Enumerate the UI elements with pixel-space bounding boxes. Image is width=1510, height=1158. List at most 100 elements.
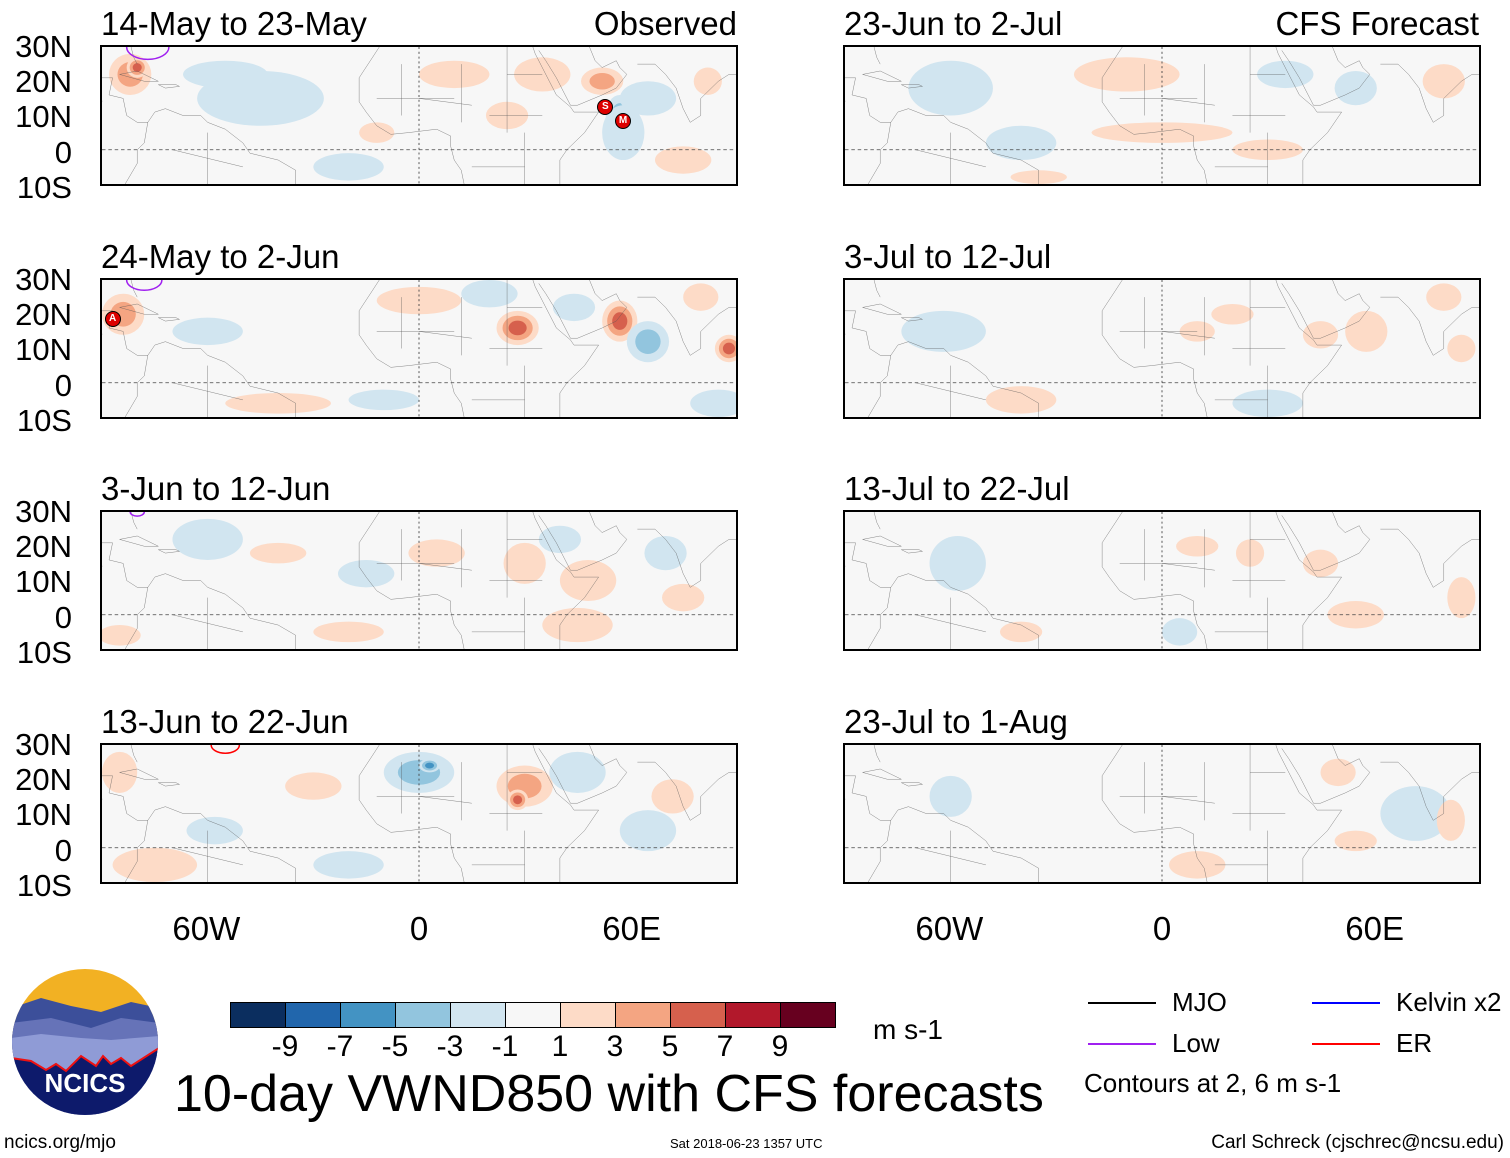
coastline: [845, 543, 1039, 649]
footer-timestamp: Sat 2018-06-23 1357 UTC: [670, 1136, 823, 1151]
coastline: [1380, 297, 1479, 355]
lat-label: 30N: [15, 727, 72, 762]
coastline: [419, 98, 472, 105]
colorbar-swatch: [671, 1003, 726, 1027]
colorbar-tick-label: -1: [491, 1030, 519, 1063]
anomaly-shading: [901, 310, 986, 352]
anomaly-shading: [1380, 786, 1451, 841]
anomaly-shading: [651, 779, 694, 814]
coastline: [120, 304, 159, 314]
storm-marker-icon: A: [104, 310, 121, 327]
coastline: [873, 512, 880, 529]
lat-label: 10N: [15, 99, 72, 135]
colorbar-tick-label: 7: [716, 1030, 734, 1063]
anomaly-shading: [1091, 122, 1233, 143]
coastline: [1380, 64, 1479, 122]
anomaly-shading: [285, 772, 342, 800]
anomaly-shading: [929, 775, 972, 817]
anomaly-shading: [225, 393, 331, 414]
coastline: [637, 297, 736, 355]
legend-label: Kelvin x2: [1396, 987, 1502, 1017]
coastline: [1282, 280, 1370, 338]
lat-label: 30N: [15, 494, 72, 529]
footer-url[interactable]: ncics.org/mjo: [4, 1132, 116, 1153]
colorbar-swatch: [231, 1003, 286, 1027]
colorbar-tick-label: -5: [381, 1030, 409, 1063]
anomaly-shading: [313, 621, 384, 643]
map: [102, 47, 736, 184]
anomaly-shading: [985, 125, 1057, 161]
colorbar-swatch: [451, 1003, 506, 1027]
colorbar: [230, 1002, 836, 1028]
lon-label: 60E: [602, 910, 662, 947]
coastline: [172, 615, 242, 632]
coastline: [901, 550, 922, 553]
coastline: [873, 745, 880, 762]
map-panel: [100, 510, 738, 651]
coastline: [120, 536, 159, 546]
lat-label: 30N: [15, 29, 72, 64]
legend-line: [1312, 1002, 1380, 1004]
coastline: [158, 550, 179, 553]
anomaly-shading: [589, 73, 615, 90]
colorbar-swatch: [341, 1003, 396, 1027]
figure-title: 10-day VWND850 with CFS forecasts: [174, 1065, 1044, 1123]
coastline: [123, 820, 148, 882]
anomaly-shading: [1257, 60, 1314, 89]
coastline: [123, 122, 148, 184]
coastline: [1282, 745, 1370, 803]
coastline: [123, 355, 148, 417]
lat-label: 10N: [15, 564, 72, 600]
anomaly-shading: [908, 60, 993, 116]
anomaly-shading: [538, 525, 582, 554]
coastline: [863, 71, 902, 81]
coastline: [539, 47, 627, 105]
anomaly-shading: [1302, 549, 1339, 578]
lat-label: 0: [54, 832, 72, 868]
anomaly-shading: [197, 70, 324, 126]
lat-label: 0: [54, 134, 72, 170]
anomaly-shading: [619, 810, 677, 852]
anomaly-shading: [172, 518, 243, 560]
anomaly-shading: [359, 122, 395, 143]
anomaly-shading: [1436, 799, 1465, 841]
anomaly-shading: [1447, 334, 1476, 363]
coastline: [120, 769, 159, 779]
coastline: [419, 563, 472, 570]
map-panel: [843, 45, 1481, 186]
lat-label: 10S: [16, 402, 72, 438]
coastline: [158, 783, 179, 786]
panel-title: 3-Jul to 12-Jul: [844, 238, 1052, 275]
panel-title: 23-Jul to 1-Aug: [844, 703, 1068, 740]
coastline: [901, 85, 922, 88]
map: [102, 745, 736, 882]
coastline: [863, 769, 902, 779]
coastline: [102, 776, 296, 882]
coastline: [637, 64, 736, 122]
coastline: [130, 745, 137, 762]
observed-label: Observed: [593, 5, 737, 42]
coastline: [1282, 512, 1370, 570]
colorbar-swatch: [616, 1003, 671, 1027]
anomaly-shading: [249, 542, 307, 564]
coastline: [1102, 745, 1342, 882]
coastline: [1282, 47, 1370, 105]
panel-title: 24-May to 2-Jun: [101, 238, 340, 275]
anomaly-shading: [1345, 310, 1388, 352]
anomaly-shading: [1334, 70, 1377, 106]
coastline: [419, 796, 472, 803]
legend-label: Low: [1172, 1028, 1220, 1058]
coastline: [359, 745, 599, 882]
panel-title: 23-Jun to 2-Jul: [844, 5, 1063, 42]
footer-author: Carl Schreck (cjschrec@ncsu.edu): [1211, 1132, 1504, 1153]
coastline: [873, 280, 880, 297]
coastline: [915, 848, 985, 865]
coastline: [915, 383, 985, 400]
logo-text: NCICS: [45, 1068, 126, 1098]
colorbar-tick-label: 3: [606, 1030, 624, 1063]
units-label: m s-1: [873, 1014, 943, 1045]
coastline: [1162, 563, 1215, 570]
panel-title: 14-May to 23-May: [101, 5, 367, 42]
